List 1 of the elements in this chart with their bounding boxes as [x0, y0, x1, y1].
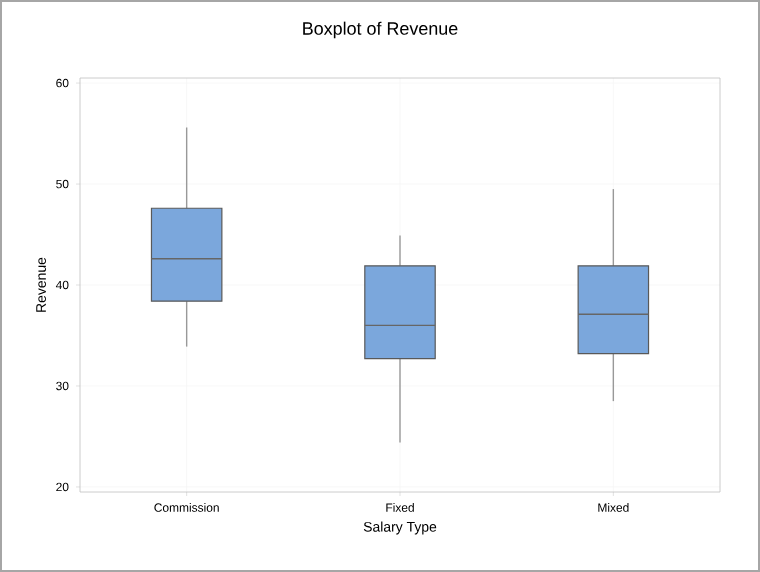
chart-title: Boxplot of Revenue	[303, 21, 458, 39]
